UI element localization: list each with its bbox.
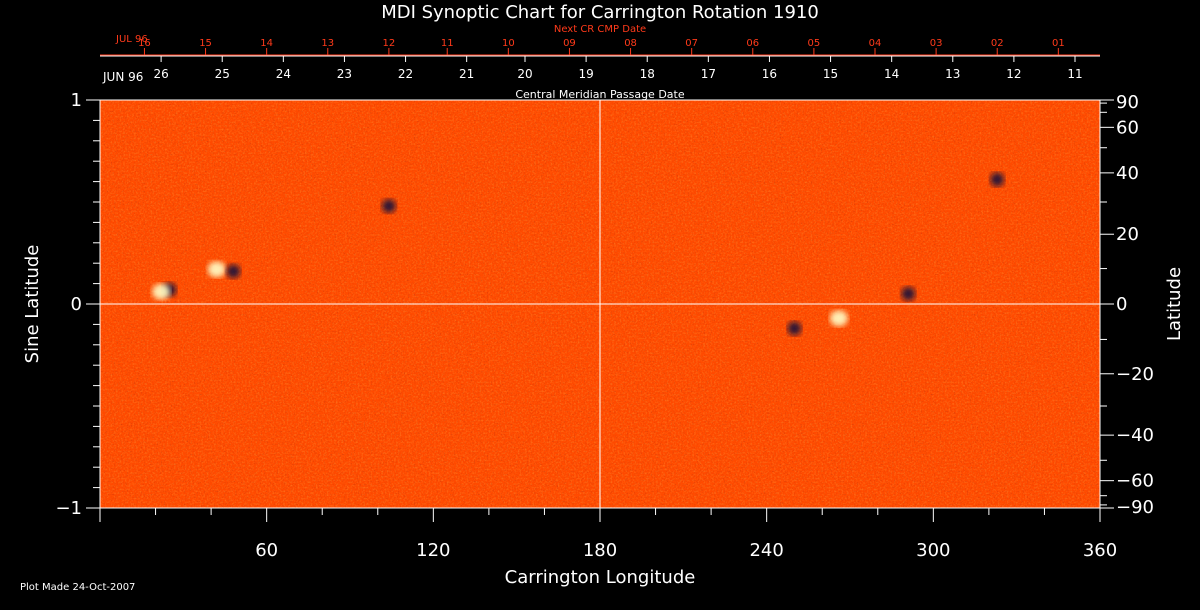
- region-positive-2: [207, 261, 226, 278]
- next-cr-date-label: 13: [321, 38, 334, 49]
- next-cr-date-label: 06: [746, 38, 759, 49]
- left-y-axis-ticks: 1 0 −1: [55, 90, 100, 519]
- cmp-date-label: 13: [945, 67, 960, 81]
- right-y-tick-label: −20: [1116, 364, 1154, 385]
- x-tick-label: 180: [583, 540, 617, 561]
- right-y-tick-label: 40: [1116, 163, 1139, 184]
- cmp-axis-label: Central Meridian Passage Date: [515, 88, 684, 101]
- next-cr-date-label: 07: [685, 38, 698, 49]
- cmp-date-label: 22: [398, 67, 413, 81]
- x-tick-label: 240: [749, 540, 783, 561]
- next-cr-date-label: 02: [991, 38, 1004, 49]
- next-cr-date-label: 01: [1052, 38, 1065, 49]
- x-axis-ticks: 60 120 180 240 300 360: [99, 508, 1117, 561]
- region-positive-4: [152, 283, 171, 300]
- cmp-month-label: JUN 96: [102, 70, 143, 84]
- next-cr-ticks: 16 15 14 13 12 11 10 09 08 07 06 05 04 03 02 01: [138, 38, 1065, 55]
- next-cr-date-label: 09: [563, 38, 576, 49]
- cmp-date-label: 19: [578, 67, 593, 81]
- next-cr-date-label: 10: [502, 38, 515, 49]
- cmp-date-label: 23: [337, 67, 352, 81]
- left-y-tick-label: 1: [71, 90, 82, 111]
- x-tick-label: 60: [255, 540, 278, 561]
- region-negative-3: [226, 264, 241, 279]
- next-cr-date-label: 04: [869, 38, 882, 49]
- right-y-tick-label: 90: [1116, 92, 1139, 113]
- region-negative-9: [990, 172, 1005, 187]
- y-axis-label-right: Latitude: [1164, 267, 1185, 341]
- right-y-tick-label: −40: [1116, 425, 1154, 446]
- region-negative-8: [901, 286, 916, 301]
- right-y-tick-label: 60: [1116, 117, 1139, 138]
- next-cr-date-label: 08: [624, 38, 637, 49]
- next-cr-month-label: JUL 96: [115, 34, 148, 45]
- cmp-date-label: 18: [640, 67, 655, 81]
- left-y-tick-label: −1: [55, 498, 82, 519]
- next-cr-date-label: 11: [441, 38, 454, 49]
- next-cr-date-label: 14: [260, 38, 273, 49]
- cmp-date-label: 24: [276, 67, 291, 81]
- x-tick-label: 120: [416, 540, 450, 561]
- right-y-tick-label: 0: [1116, 294, 1127, 315]
- cmp-date-label: 20: [517, 67, 532, 81]
- next-cr-axis-label: Next CR CMP Date: [554, 24, 646, 35]
- next-cr-date-label: 05: [808, 38, 821, 49]
- y-axis-label-left: Sine Latitude: [22, 245, 43, 364]
- next-cr-date-label: 16: [138, 38, 151, 49]
- next-cr-date-label: 15: [199, 38, 212, 49]
- cmp-date-label: 11: [1067, 67, 1082, 81]
- chart-title: MDI Synoptic Chart for Carrington Rotati…: [381, 2, 819, 23]
- cmp-date-label: 15: [823, 67, 838, 81]
- x-tick-label: 360: [1083, 540, 1117, 561]
- cmp-date-label: 21: [459, 67, 474, 81]
- plot-made-footer: Plot Made 24-Oct-2007: [20, 582, 135, 593]
- cmp-date-label: 25: [215, 67, 230, 81]
- cmp-date-label: 14: [884, 67, 899, 81]
- x-tick-label: 300: [916, 540, 950, 561]
- region-negative-6: [787, 321, 802, 336]
- region-positive-7: [829, 310, 848, 327]
- right-y-tick-label: 20: [1116, 224, 1139, 245]
- cmp-date-label: 26: [153, 67, 168, 81]
- right-y-tick-label: −60: [1116, 471, 1154, 492]
- right-y-tick-label: −90: [1116, 497, 1154, 518]
- left-y-tick-label: 0: [71, 294, 82, 315]
- x-axis-label: Carrington Longitude: [505, 567, 696, 588]
- cmp-date-label: 17: [701, 67, 716, 81]
- right-y-axis-ticks: 90 60 40 20 0 −20 −40 −60 −90: [1100, 92, 1154, 518]
- region-negative-5: [381, 199, 396, 214]
- next-cr-date-label: 12: [383, 38, 396, 49]
- magnetic-regions: [152, 172, 1005, 336]
- cmp-date-label: 16: [762, 67, 777, 81]
- next-cr-date-label: 03: [930, 38, 943, 49]
- cmp-date-ticks: 26 25 24 23 22 21 20 19 18 17 16 15 14 13 12 11: [153, 56, 1083, 81]
- cmp-date-label: 12: [1006, 67, 1021, 81]
